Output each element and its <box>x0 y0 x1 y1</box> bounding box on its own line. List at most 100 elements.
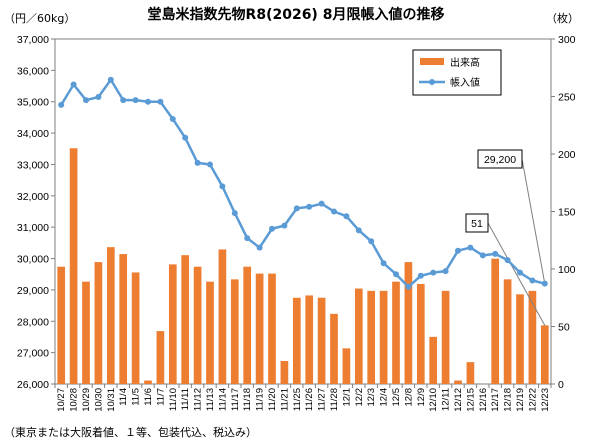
settlement-point <box>95 94 102 101</box>
x-tick-label: 12/15 <box>465 388 476 412</box>
left-tick-label: 28,000 <box>17 316 49 328</box>
settlement-point <box>541 280 548 287</box>
x-tick-label: 12/8 <box>403 388 414 407</box>
settlement-point <box>455 247 461 254</box>
x-tick-label: 12/9 <box>416 388 427 407</box>
volume-bar <box>429 336 438 384</box>
x-tick-label: 12/5 <box>391 388 402 407</box>
x-tick-label: 10/27 <box>56 388 67 412</box>
left-tick-label: 34,000 <box>17 128 49 140</box>
settlement-point <box>318 200 325 207</box>
x-tick-label: 11/19 <box>255 388 266 411</box>
settlement-point <box>194 159 201 166</box>
settlement-point <box>306 203 313 210</box>
x-tick-label: 11/7 <box>155 388 166 406</box>
settlement-point <box>107 76 114 83</box>
x-tick-label: 12/10 <box>428 388 439 412</box>
settlement-point <box>70 81 77 88</box>
right-tick-label: 150 <box>558 207 576 219</box>
left-tick-label: 37,000 <box>17 34 49 46</box>
chart-title: 堂島米指数先物R8(2026) 8月限帳入値の推移 <box>148 6 445 23</box>
x-tick-label: 11/25 <box>292 388 303 411</box>
volume-bar <box>404 262 413 384</box>
volume-bar <box>57 266 66 384</box>
volume-bar <box>466 362 475 384</box>
volume-bar <box>416 283 425 384</box>
right-tick-label: 300 <box>558 34 576 46</box>
volume-bar <box>354 288 363 384</box>
x-tick-label: 12/22 <box>527 388 538 412</box>
settlement-point <box>145 98 151 105</box>
volume-bar <box>255 273 264 384</box>
x-tick-label: 11/28 <box>329 388 340 411</box>
settlement-line-path <box>60 78 546 289</box>
settlement-point <box>244 235 251 242</box>
volume-bar <box>206 281 214 384</box>
settlement-point <box>355 227 362 234</box>
legend-bar-swatch <box>420 58 444 65</box>
settlement-point <box>293 205 300 212</box>
settlement-point <box>479 252 486 259</box>
settlement-point <box>256 244 263 251</box>
settlement-point <box>207 161 213 168</box>
volume-bar <box>342 348 351 384</box>
x-tick-label: 12/4 <box>379 388 390 407</box>
right-axis-unit: （枚） <box>546 11 579 25</box>
settlement-point <box>157 98 164 105</box>
callout-volume-text: 51 <box>471 218 483 230</box>
volume-bar <box>528 290 537 384</box>
settlement-point <box>58 101 65 108</box>
right-tick-label: 250 <box>558 92 576 104</box>
x-tick-label: 12/2 <box>354 388 365 407</box>
left-axis-unit: （円／60kg） <box>4 12 75 25</box>
volume-bar <box>491 258 500 384</box>
settlement-point <box>343 213 350 220</box>
volume-bar <box>330 313 338 384</box>
settlement-line <box>58 76 548 290</box>
x-tick-label: 11/21 <box>279 388 290 411</box>
volume-bar <box>503 279 512 384</box>
settlement-point <box>393 271 399 278</box>
settlement-point <box>380 260 387 267</box>
x-tick-label: 12/3 <box>366 388 377 407</box>
x-tick-label: 10/29 <box>81 388 92 412</box>
legend: 出来高 帳入値 <box>412 49 502 96</box>
right-tick-label: 0 <box>558 379 564 391</box>
volume-bar <box>119 254 128 384</box>
settlement-point <box>120 97 127 104</box>
left-tick-label: 33,000 <box>17 159 49 171</box>
callout-volume-box <box>465 213 489 233</box>
volume-bar <box>441 290 450 384</box>
volume-bar <box>317 297 326 384</box>
settlement-point <box>417 272 424 279</box>
x-tick-label: 11/20 <box>267 388 278 411</box>
x-tick-label: 10/28 <box>69 388 80 412</box>
left-tick-label: 36,000 <box>17 65 49 77</box>
callout-volume-leader <box>487 222 546 326</box>
legend-label-settlement: 帳入値 <box>450 76 480 89</box>
left-axis-ticks: 26,000 27,000 28,000 29,000 30,000 31,000 32,0… <box>17 34 55 391</box>
x-tick-label: 11/17 <box>230 388 241 411</box>
left-tick-label: 26,000 <box>17 379 49 391</box>
settlement-point <box>517 269 523 276</box>
callout-lines <box>487 158 546 326</box>
x-tick-label: 12/11 <box>441 388 452 411</box>
legend-line-marker <box>429 79 435 85</box>
left-tick-label: 35,000 <box>17 97 49 109</box>
volume-bar <box>392 281 400 384</box>
volume-bars <box>57 148 549 384</box>
callout-settlement-leader <box>521 158 546 284</box>
settlement-point <box>504 257 511 264</box>
x-tick-label: 12/19 <box>515 388 526 412</box>
settlement-point <box>430 269 437 276</box>
volume-bar <box>94 262 103 384</box>
x-tick-label: 11/11 <box>180 388 191 410</box>
settlement-point <box>492 250 499 257</box>
volume-bar <box>280 361 289 384</box>
x-tick-label: 11/13 <box>205 388 216 411</box>
volume-bar <box>156 331 165 384</box>
volume-bar <box>218 249 227 384</box>
settlement-point <box>231 210 238 217</box>
x-tick-label: 12/23 <box>540 388 551 412</box>
volume-bar <box>230 279 239 384</box>
